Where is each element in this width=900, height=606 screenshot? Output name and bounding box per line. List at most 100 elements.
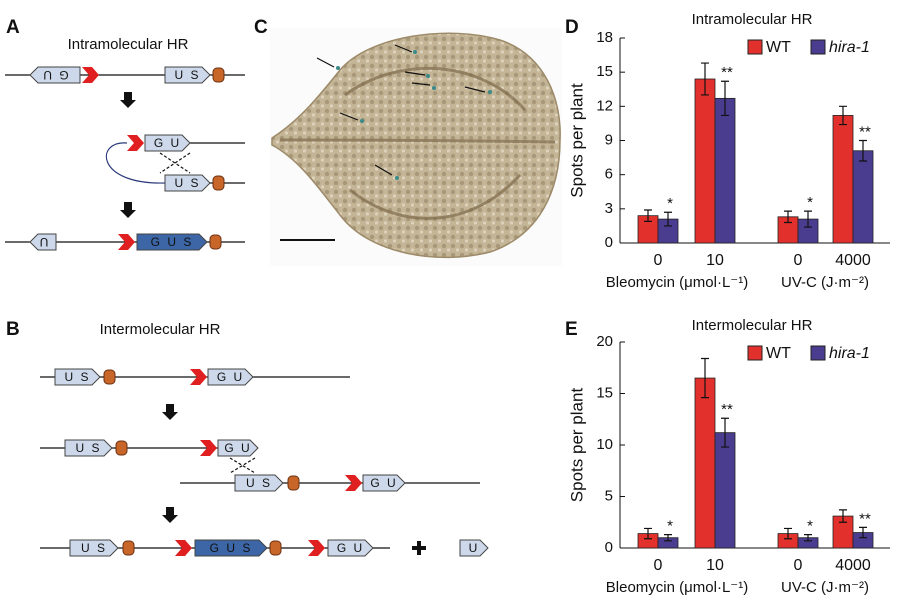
gene-box [29,66,81,84]
x-tick-label: 4000 [835,557,871,574]
gene-label: U S [174,68,200,82]
gene-label: U S [81,541,107,555]
gene-label: G U [224,441,251,455]
error-bar [644,209,652,222]
i-scei-site [345,475,362,491]
significance-mark: * [667,518,673,535]
bar [694,377,716,549]
gene-box [327,539,374,557]
legend-label: hira-1 [829,345,870,362]
error-bar [664,211,672,227]
legend-swatch [810,39,826,55]
significance-mark: ** [721,401,733,418]
step-arrow [120,202,136,218]
legend-swatch [810,345,826,361]
x-tick-label: 10 [706,252,724,269]
chart-title: Intermolecular HR [692,317,813,334]
y-tick-label: 12 [596,97,613,114]
terminator [115,440,128,456]
gene-label: U S [174,176,200,190]
gene-label: G U [217,370,244,384]
panel-letter: D [565,17,579,38]
terminator [103,369,116,385]
i-scei-site [118,234,135,250]
panel-letter: A [6,17,20,38]
y-tick-label: 10 [596,436,613,453]
terminator [212,175,225,191]
error-bar [804,210,812,228]
i-scei-site [308,540,325,556]
terminator [269,540,282,556]
gene-label: U S [64,370,90,384]
error-bar [701,357,709,399]
terminator [122,540,135,556]
error-bar [859,139,867,162]
panel-letter: B [6,319,20,340]
i-scei-site [127,135,144,151]
gene-label: U [38,235,49,249]
gene-label: U [469,541,480,555]
y-tick-label: 15 [596,384,613,401]
y-axis-label: Spots per plant [567,388,586,503]
gene-label: U S [75,441,101,455]
significance-mark: ** [859,123,871,140]
gene-box [207,368,254,386]
legend-swatch [747,39,763,55]
bar [832,115,854,244]
gene-label: G U [370,476,397,490]
gene-box [164,66,211,84]
gene-box [459,539,489,557]
significance-mark: ** [859,510,871,527]
terminator [212,67,225,83]
y-tick-label: 0 [605,234,613,251]
step-arrow [120,92,136,108]
gene-label: G U [154,136,181,150]
group-label: Bleomycin (μmol·L⁻¹) [606,274,748,291]
leaf-photo [270,28,562,266]
legend-swatch [747,345,763,361]
bar [714,432,736,549]
group-label: UV-C (J·m⁻²) [781,579,869,596]
chart-title: Intramolecular HR [692,11,813,28]
i-scei-site [175,540,192,556]
i-scei-site [200,440,217,456]
error-bar [784,527,792,540]
error-bar [701,62,709,96]
error-bar [804,534,812,542]
legend-label: WT [766,39,791,56]
gene-box [54,368,101,386]
panel-letter: E [565,319,578,340]
y-tick-label: 20 [596,333,613,350]
legend-label: WT [766,345,791,362]
x-tick-label: 0 [794,557,803,574]
y-axis-label: Spots per plant [567,83,586,198]
gene-label: G U [41,68,68,82]
x-tick-label: 0 [654,252,663,269]
bar [852,150,874,244]
y-tick-label: 18 [596,29,613,46]
x-tick-label: 10 [706,557,724,574]
error-bar [721,417,729,448]
group-label: Bleomycin (μmol·L⁻¹) [606,579,748,596]
y-tick-label: 0 [605,539,613,556]
gene-box [164,174,211,192]
gene-box [136,233,208,251]
significance-mark: * [807,194,813,211]
gene-box [64,439,113,457]
error-bar [784,210,792,224]
y-tick-label: 9 [605,131,613,148]
error-bar [859,526,867,539]
legend-label: hira-1 [829,39,870,56]
significance-mark: ** [721,64,733,81]
gene-box [69,539,119,557]
bar [694,78,716,244]
x-tick-label: 4000 [835,252,871,269]
panel-letter: C [254,17,268,38]
gene-box [29,233,57,251]
diagram-title: Intramolecular HR [68,36,189,53]
step-arrow [162,404,178,420]
error-bar [644,527,652,540]
gene-label: G U S [210,541,253,555]
significance-mark: * [667,195,673,212]
